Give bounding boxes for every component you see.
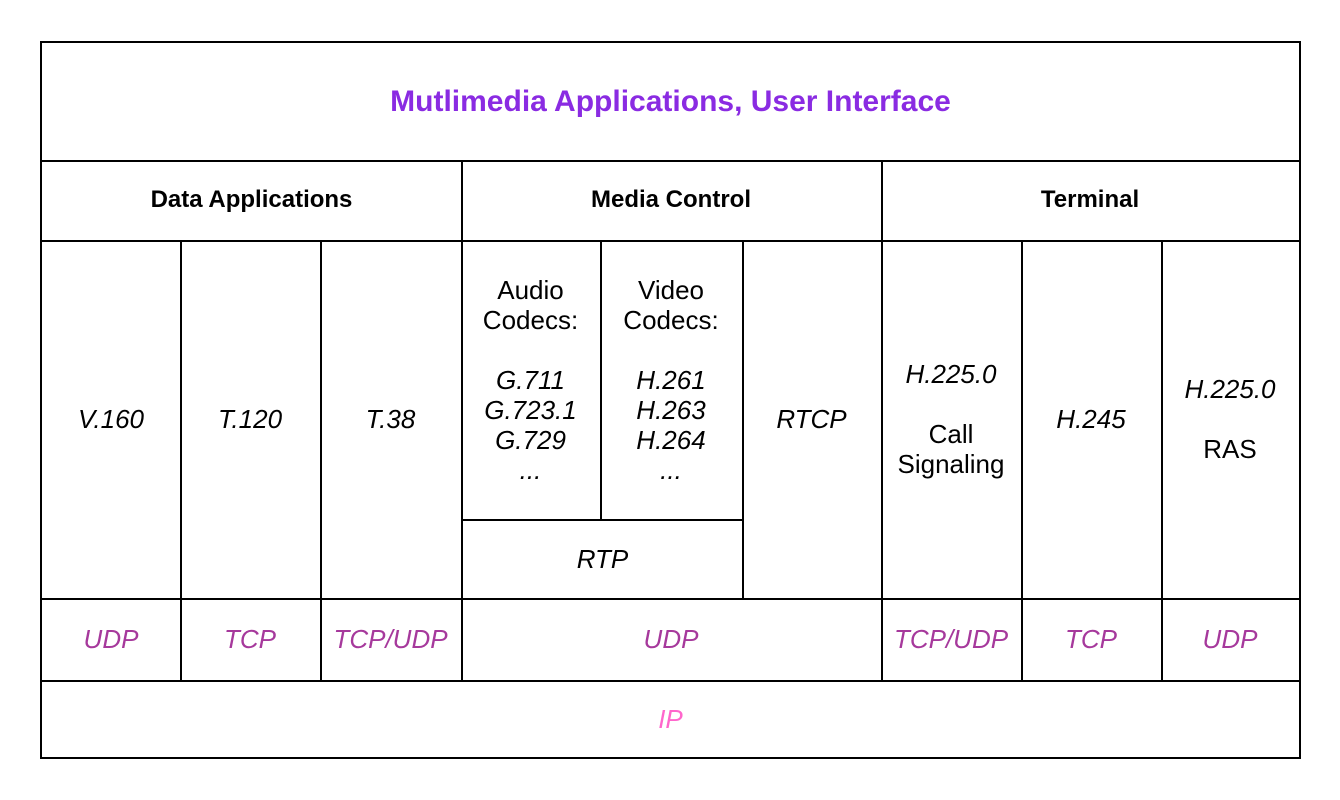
cell-video-codecs: Video Codecs: H.261 H.263 H.264 ...: [600, 240, 742, 519]
audio-codec-item: G.723.1: [484, 394, 577, 425]
cell-v160: V.160: [77, 404, 144, 434]
audio-codec-item: G.729: [495, 424, 566, 455]
divider-v160-t120: [180, 240, 182, 680]
ras-protocol: H.225.0: [1184, 374, 1276, 404]
call-signaling-label-line2: Signaling: [897, 449, 1005, 479]
cell-h245: H.245: [1056, 404, 1126, 434]
transport-tcpudp-under-call-signaling: TCP/UDP: [893, 624, 1009, 654]
audio-codecs-list: G.711 G.723.1 G.729 ...: [484, 365, 577, 485]
cell-call-signaling: H.225.0 Call Signaling: [881, 240, 1021, 598]
cell-rtcp: RTCP: [776, 404, 847, 434]
divider-t120-t38: [320, 240, 322, 680]
transport-tcp-under-h245: TCP: [1065, 624, 1117, 654]
audio-codec-item: G.711: [496, 364, 565, 395]
transport-udp-under-v160: UDP: [83, 624, 139, 654]
divider-mediacontrol-terminal-header: [881, 160, 883, 240]
transport-udp-under-media-control: UDP: [643, 624, 699, 654]
header-terminal: Terminal: [1040, 186, 1140, 213]
transport-tcp-under-t120: TCP: [224, 624, 276, 654]
video-codec-item: H.261: [636, 364, 706, 395]
network-ip: IP: [658, 703, 683, 734]
video-codecs-heading-line1: Video: [637, 274, 705, 305]
divider-dataapps-mediacontrol-header: [461, 160, 463, 240]
transport-udp-under-ras: UDP: [1202, 624, 1258, 654]
video-codec-item: ...: [660, 454, 682, 485]
divider-video-rtcp: [742, 240, 744, 598]
divider-h245-ras: [1161, 240, 1163, 680]
divider-rtcp-callsignaling: [881, 240, 883, 680]
call-signaling-label-line1: Call: [928, 419, 974, 449]
cell-t120: T.120: [217, 404, 283, 434]
divider-headers-body: [42, 240, 1299, 242]
divider-audio-video: [600, 240, 602, 519]
cell-ras: H.225.0 RAS: [1161, 240, 1299, 598]
divider-callsignaling-h245: [1021, 240, 1023, 680]
audio-codec-item: ...: [519, 454, 542, 485]
call-signaling-label: Call Signaling: [898, 419, 1005, 479]
cell-audio-codecs: Audio Codecs: G.711 G.723.1 G.729 ...: [461, 240, 600, 519]
diagram-title: Mutlimedia Applications, User Interface: [390, 84, 951, 118]
video-codec-item: H.264: [636, 424, 706, 455]
audio-codecs-heading-line2: Codecs:: [482, 304, 579, 335]
cell-rtp: RTP: [576, 543, 629, 574]
cell-t38: T.38: [365, 404, 416, 434]
ras-label: RAS: [1203, 434, 1257, 464]
divider-codecs-rtp: [461, 519, 744, 521]
diagram-outer-box: Mutlimedia Applications, User Interface …: [40, 41, 1301, 759]
audio-codecs-heading-line1: Audio: [497, 274, 564, 305]
transport-tcpudp-under-t38: TCP/UDP: [333, 624, 448, 654]
header-media-control: Media Control: [591, 186, 751, 213]
video-codecs-list: H.261 H.263 H.264 ...: [636, 365, 705, 485]
call-signaling-protocol: H.225.0: [905, 359, 997, 389]
video-codec-item: H.263: [636, 394, 706, 425]
divider-title-headers: [42, 160, 1299, 162]
divider-transport-ip: [42, 680, 1299, 682]
divider-t38-audio: [461, 240, 463, 680]
divider-body-transport: [42, 598, 1299, 600]
header-data-applications: Data Applications: [150, 186, 353, 213]
video-codecs-heading-line2: Codecs:: [623, 304, 719, 335]
